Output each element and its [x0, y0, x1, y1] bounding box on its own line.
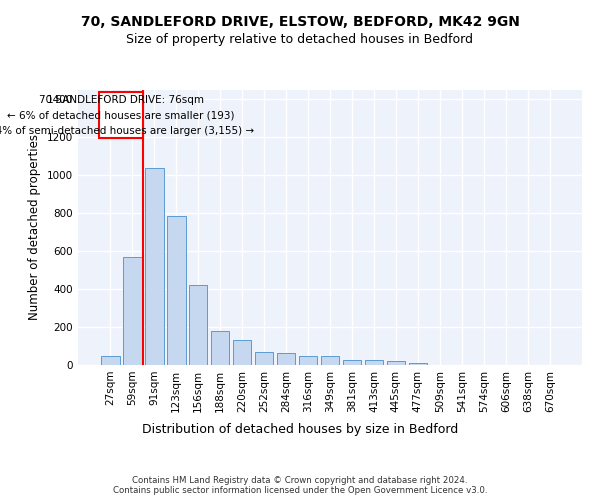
Text: Size of property relative to detached houses in Bedford: Size of property relative to detached ho… [127, 32, 473, 46]
Bar [211, 331, 229, 365]
Bar [145, 168, 164, 365]
Text: Distribution of detached houses by size in Bedford: Distribution of detached houses by size … [142, 422, 458, 436]
Bar [233, 340, 251, 365]
Bar [320, 356, 340, 365]
Bar [409, 362, 427, 365]
Text: 70, SANDLEFORD DRIVE, ELSTOW, BEDFORD, MK42 9GN: 70, SANDLEFORD DRIVE, ELSTOW, BEDFORD, M… [80, 15, 520, 29]
Bar [101, 356, 119, 365]
Bar [343, 360, 361, 365]
Bar [167, 216, 185, 365]
Text: Contains HM Land Registry data © Crown copyright and database right 2024.
Contai: Contains HM Land Registry data © Crown c… [113, 476, 487, 495]
Bar [255, 352, 274, 365]
Bar [189, 286, 208, 365]
Bar [123, 257, 142, 365]
Bar [299, 356, 317, 365]
Bar [365, 360, 383, 365]
Bar [386, 361, 405, 365]
Text: 70 SANDLEFORD DRIVE: 76sqm
← 6% of detached houses are smaller (193)
94% of semi: 70 SANDLEFORD DRIVE: 76sqm ← 6% of detac… [0, 94, 254, 136]
Y-axis label: Number of detached properties: Number of detached properties [28, 134, 41, 320]
Bar [277, 352, 295, 365]
FancyBboxPatch shape [99, 92, 143, 138]
